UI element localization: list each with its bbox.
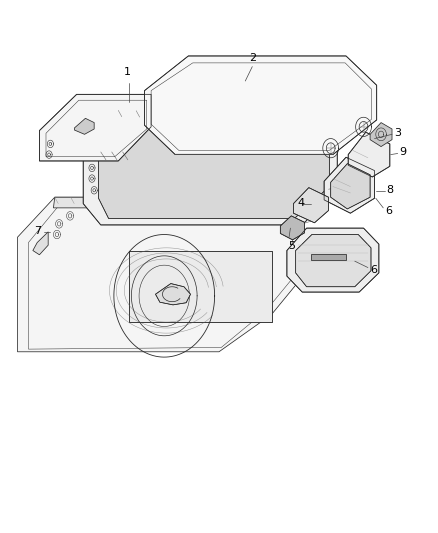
Polygon shape	[39, 94, 151, 161]
Text: 4: 4	[297, 198, 304, 207]
Polygon shape	[280, 216, 304, 240]
Polygon shape	[33, 232, 48, 255]
Text: 9: 9	[399, 148, 406, 157]
Polygon shape	[129, 251, 272, 322]
Polygon shape	[145, 56, 377, 155]
Polygon shape	[99, 116, 329, 219]
Text: 1: 1	[124, 67, 131, 77]
Text: 6: 6	[370, 265, 377, 274]
Text: 5: 5	[288, 241, 295, 251]
Polygon shape	[287, 228, 379, 292]
Polygon shape	[18, 197, 300, 352]
Text: 8: 8	[386, 185, 393, 195]
Text: 7: 7	[35, 226, 42, 236]
Polygon shape	[53, 197, 300, 229]
Polygon shape	[74, 118, 94, 134]
Polygon shape	[324, 157, 374, 213]
Text: 2: 2	[249, 53, 256, 63]
Polygon shape	[331, 164, 370, 209]
Polygon shape	[296, 235, 371, 287]
Polygon shape	[311, 254, 346, 260]
Text: 6: 6	[385, 206, 392, 215]
Polygon shape	[83, 109, 337, 225]
Polygon shape	[155, 284, 191, 305]
Text: 3: 3	[394, 128, 401, 138]
Polygon shape	[348, 132, 390, 177]
Polygon shape	[370, 123, 392, 147]
Polygon shape	[293, 188, 328, 223]
